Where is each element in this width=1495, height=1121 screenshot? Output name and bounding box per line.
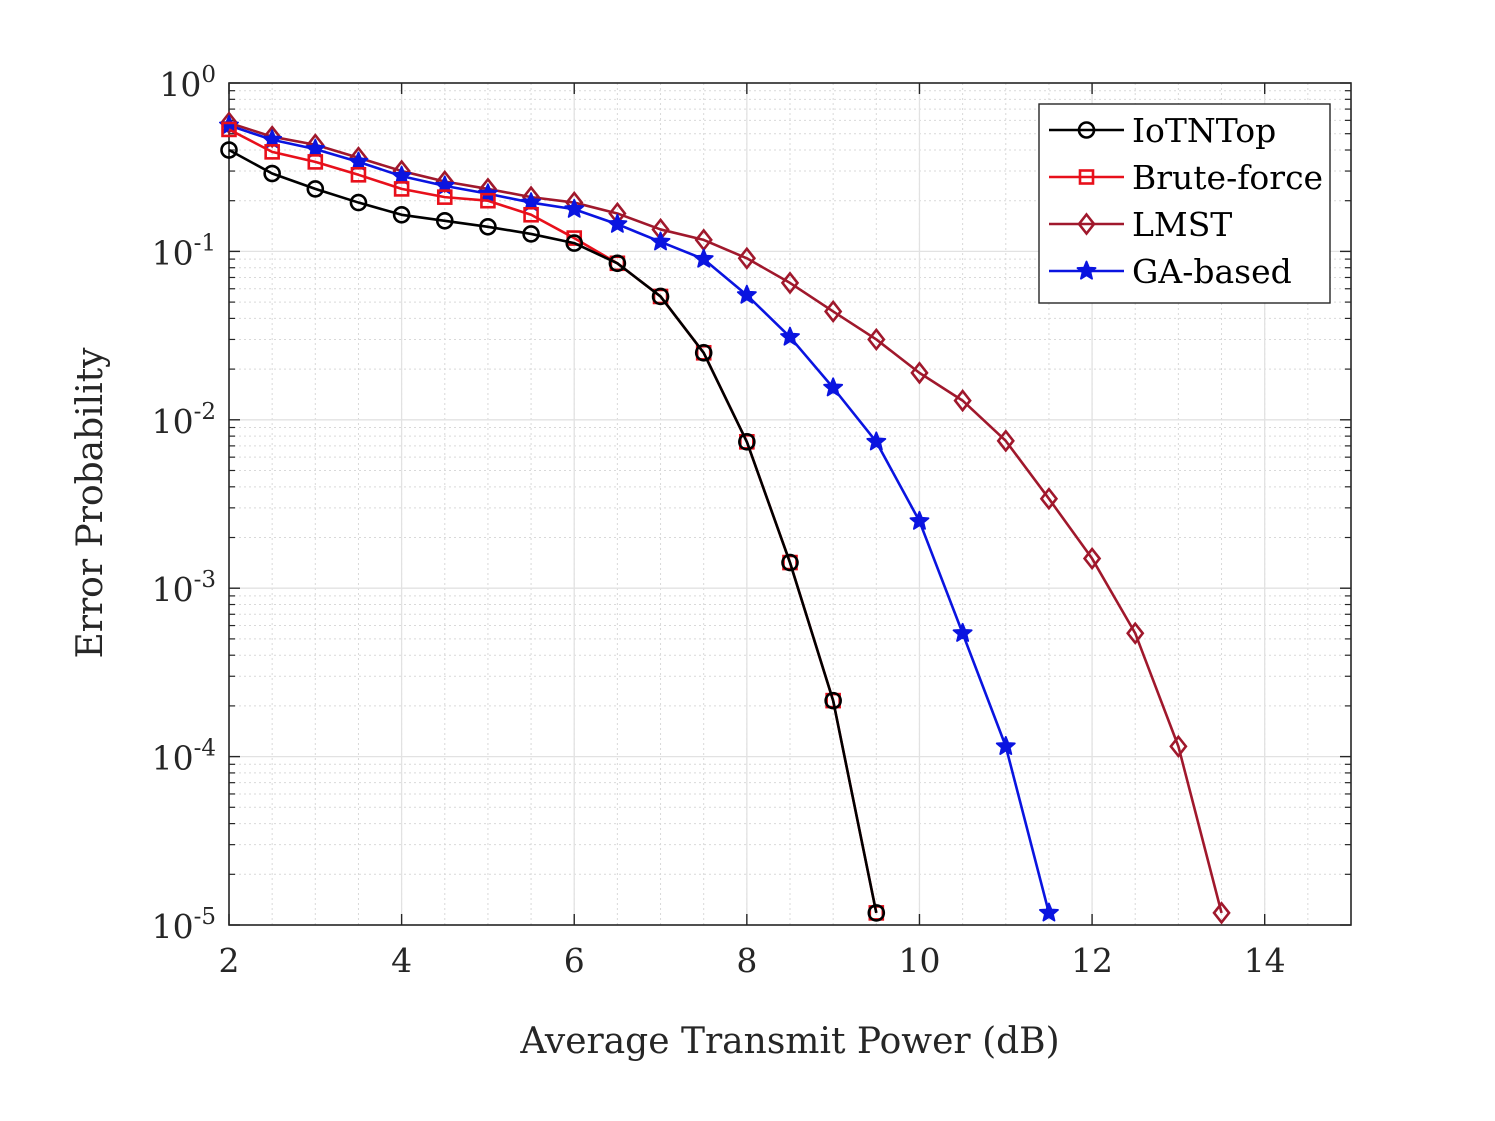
ga-based-point — [305, 138, 326, 158]
iotntop-point — [349, 193, 368, 212]
lmst-point — [996, 429, 1015, 453]
lmst-point — [780, 271, 800, 295]
legend-label-lmst: LMST — [1132, 205, 1232, 244]
iotntop-point — [435, 211, 454, 230]
lmst-point — [1169, 734, 1188, 758]
iotntop-point — [608, 254, 627, 273]
plot-area-frame — [228, 82, 1352, 926]
legend-label-ga-based: GA-based — [1132, 252, 1292, 291]
ga-based-point — [995, 735, 1016, 755]
legend-entry-iotntop: IoTNTop — [1049, 111, 1276, 150]
ga-based-point — [650, 231, 671, 251]
ga-based-point — [521, 192, 542, 212]
legend-marker-lmst — [1077, 212, 1096, 236]
legend-entry-ga-based: GA-based — [1049, 252, 1292, 291]
series-iotntop — [220, 141, 886, 922]
ga-based-point — [262, 129, 283, 149]
lmst-point — [910, 361, 929, 385]
lmst-point — [1082, 546, 1102, 571]
ga-based-point — [477, 183, 498, 203]
iotntop-point — [565, 234, 584, 252]
x-tick-label: 6 — [564, 941, 585, 980]
x-tick-label: 4 — [391, 941, 412, 980]
x-tick-label: 12 — [1071, 941, 1113, 980]
ga-based-point — [607, 213, 628, 233]
ga-based-point — [391, 165, 412, 185]
ga-based-point — [952, 622, 973, 642]
ga-based-point — [823, 377, 844, 397]
brute-force-point — [523, 206, 539, 223]
iotntop-point — [867, 904, 886, 922]
iotntop-point — [263, 164, 281, 183]
ga-based-point — [736, 284, 757, 304]
series-layer — [219, 111, 1231, 925]
iotntop-point — [220, 141, 238, 159]
y-tick-label: 100 — [159, 62, 216, 104]
iotntop-point — [306, 180, 325, 198]
iotntop-point — [479, 217, 497, 236]
lmst-point — [1126, 621, 1145, 645]
x-tick-label: 8 — [736, 941, 757, 980]
brute-force-point — [350, 167, 367, 183]
iotntop-point — [738, 433, 756, 451]
y-tick-label: 10-5 — [152, 904, 216, 946]
lmst-point — [953, 389, 972, 413]
y-tick-label: 10-2 — [152, 399, 216, 441]
iotntop-point — [522, 225, 540, 243]
brute-force-point — [221, 121, 237, 138]
x-axis-tick-labels: 2 4 6 8 10 12 14 — [219, 941, 1286, 980]
y-axis-title: Error Probability — [70, 347, 111, 659]
legend: IoTNTop Brute-force LMST GA-based — [1038, 103, 1331, 304]
iotntop-point — [824, 691, 842, 710]
legend-marker-ga-based — [1076, 260, 1097, 280]
legend-entry-brute-force: Brute-force — [1049, 158, 1323, 197]
y-tick-label: 10-4 — [152, 736, 216, 778]
axis-ticks — [228, 82, 1351, 926]
lmst-point — [219, 111, 239, 135]
iotntop-point — [651, 287, 670, 306]
ga-based-point — [564, 198, 585, 218]
lmst-point — [737, 246, 757, 270]
lmst-point — [823, 299, 843, 324]
x-tick-label: 14 — [1244, 941, 1286, 980]
brute-force-point — [480, 192, 496, 209]
ga-based-point — [1038, 902, 1059, 922]
brute-force-point — [307, 154, 324, 170]
legend-entry-lmst: LMST — [1049, 205, 1232, 244]
legend-marker-brute-force — [1078, 169, 1095, 185]
brute-force-point — [436, 189, 453, 205]
lmst-point — [867, 327, 886, 352]
ga-based-point — [866, 431, 887, 451]
y-tick-label: 10-3 — [152, 567, 216, 609]
ga-based-point — [693, 248, 714, 268]
iotntop-point — [392, 205, 411, 224]
x-tick-label: 10 — [898, 941, 940, 980]
x-axis-title: Average Transmit Power (dB) — [519, 1021, 1059, 1062]
ga-based-point — [780, 326, 800, 346]
x-tick-label: 2 — [219, 941, 240, 980]
legend-label-iotntop: IoTNTop — [1132, 111, 1276, 150]
brute-force-point — [264, 144, 280, 160]
lmst-point — [1212, 901, 1231, 925]
legend-label-brute-force: Brute-force — [1132, 158, 1323, 197]
iotntop-point — [781, 553, 799, 572]
iotntop-line — [228, 148, 878, 914]
ga-based-line — [228, 124, 1051, 914]
iotntop-point — [694, 343, 713, 362]
brute-force-point — [393, 181, 410, 197]
y-tick-label: 10-1 — [152, 230, 216, 272]
ga-based-point — [909, 510, 930, 530]
legend-marker-iotntop — [1077, 121, 1096, 139]
ga-based-point — [348, 151, 369, 171]
lmst-point — [1039, 487, 1059, 511]
y-axis-tick-labels: 100 10-1 10-2 10-3 10-4 10-5 — [152, 62, 216, 946]
